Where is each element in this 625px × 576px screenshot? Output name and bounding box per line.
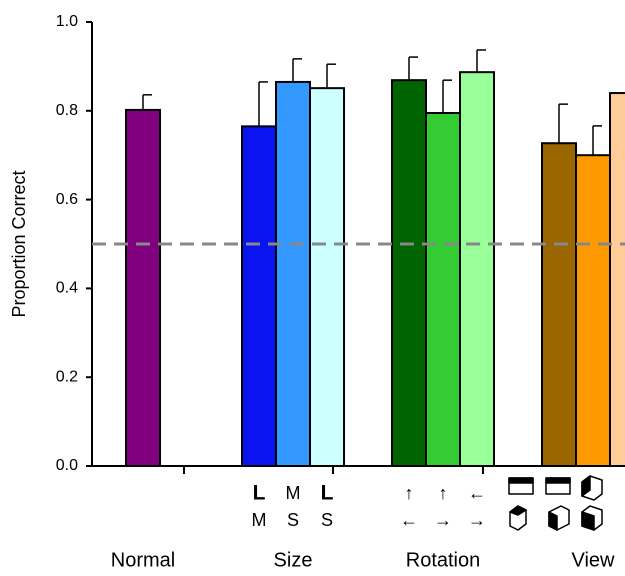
sub-label: M	[286, 483, 301, 503]
bar	[541, 142, 577, 467]
sub-label: ↑	[439, 483, 448, 503]
sub-label: ←	[468, 483, 486, 503]
bar	[309, 87, 345, 467]
y-tick-label: 0.2	[56, 368, 78, 385]
y-tick-label: 1.0	[56, 13, 78, 30]
group-label: Size	[274, 549, 313, 571]
bar	[125, 108, 161, 468]
y-tick-label: 0.0	[56, 457, 78, 474]
bar	[609, 92, 625, 467]
bar	[391, 79, 427, 467]
view-icons	[508, 475, 603, 531]
y-tick-label: 0.4	[56, 280, 78, 297]
group-label: Rotation	[406, 549, 481, 571]
y-axis-label: Proportion Correct	[9, 170, 29, 317]
sub-label: ↑	[405, 483, 414, 503]
group-label: Normal	[111, 549, 175, 571]
sub-label: S	[321, 510, 333, 530]
sub-label: ←	[400, 510, 418, 530]
sub-label: →	[468, 510, 486, 530]
bar	[241, 125, 277, 467]
bar	[459, 71, 495, 467]
sub-label: L	[321, 482, 334, 505]
bar	[575, 154, 611, 467]
sub-label: M	[252, 510, 267, 530]
y-tick-label: 0.8	[56, 102, 78, 119]
y-tick-label: 0.6	[56, 191, 78, 208]
sub-label: S	[287, 510, 299, 530]
sub-label: →	[434, 510, 452, 530]
group-dividers	[183, 466, 484, 474]
bar	[275, 80, 311, 467]
sub-label: L	[253, 482, 266, 505]
group-label: View	[572, 549, 616, 571]
bar	[425, 112, 461, 468]
